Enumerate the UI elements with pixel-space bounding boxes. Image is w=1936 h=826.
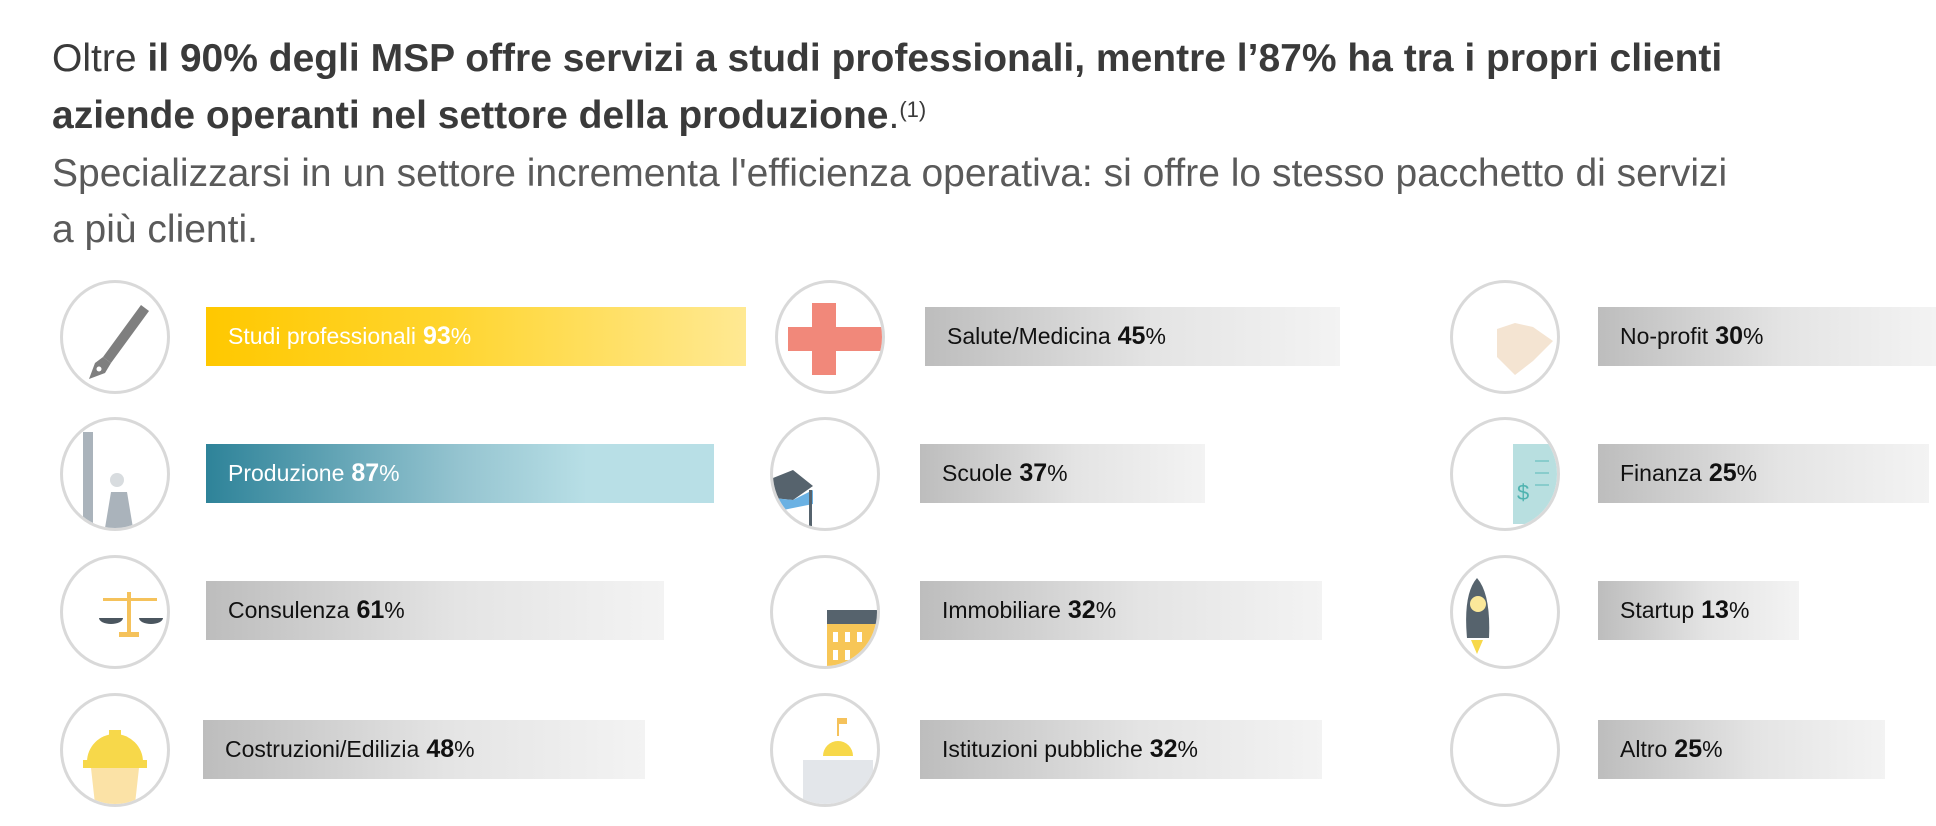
sector-value: 25	[1674, 735, 1703, 763]
svg-text:$: $	[1517, 480, 1529, 505]
empty-icon	[1450, 693, 1560, 807]
bar-startup: Startup 13%	[1598, 581, 1799, 640]
sector-label: No-profit	[1620, 323, 1709, 349]
sector-label: Scuole	[942, 460, 1013, 486]
sector-value: 30	[1715, 322, 1744, 350]
sector-value: 93	[422, 322, 451, 350]
sector-value: 32	[1067, 596, 1096, 624]
percent-sign: %	[1736, 460, 1758, 486]
bar-finanza: Finanza 25%	[1598, 444, 1929, 503]
bar-istituzioni-pubbliche: Istituzioni pubbliche 32%	[920, 720, 1322, 779]
sector-label: Costruzioni/Edilizia	[225, 736, 420, 762]
sector-value: 48	[426, 735, 455, 763]
handshake-icon	[1450, 280, 1560, 394]
sector-label: Studi professionali	[228, 323, 416, 349]
bar-scuole: Scuole 37%	[920, 444, 1205, 503]
bar-immobiliare: Immobiliare 32%	[920, 581, 1322, 640]
sector-value: 45	[1117, 322, 1146, 350]
bar-studi-professionali: Studi professionali 93%	[206, 307, 746, 366]
sector-label: Altro	[1620, 736, 1668, 762]
sector-label: Consulenza	[228, 597, 350, 623]
headline: Oltre il 90% degli MSP offre servizi a s…	[52, 30, 1752, 144]
capitol-icon	[770, 693, 880, 807]
bar-consulenza: Consulenza 61%	[206, 581, 664, 640]
bar-altro: Altro 25%	[1598, 720, 1885, 779]
percent-sign: %	[1728, 597, 1750, 623]
sector-value: 87	[351, 459, 380, 487]
rocket-icon	[1450, 555, 1560, 669]
sector-label: Finanza	[1620, 460, 1702, 486]
building-icon	[770, 555, 880, 669]
medical-cross-icon	[775, 280, 885, 394]
percent-sign: %	[454, 736, 475, 762]
percent-sign: %	[1047, 460, 1068, 486]
sector-value: 61	[356, 596, 385, 624]
percent-sign: %	[384, 597, 405, 623]
bar-costruzioni-edilizia: Costruzioni/Edilizia 48%	[203, 720, 645, 779]
pen-icon	[60, 280, 170, 394]
sector-value: 32	[1149, 735, 1178, 763]
subheadline: Specializzarsi in un settore incrementa …	[52, 152, 1728, 251]
percent-sign: %	[1743, 323, 1764, 349]
headline-prefix: Oltre	[52, 37, 148, 80]
sector-label: Istituzioni pubbliche	[942, 736, 1143, 762]
footnote-marker: (1)	[899, 97, 927, 122]
percent-sign: %	[450, 323, 472, 349]
graduation-cap-icon	[770, 417, 880, 531]
bar-produzione: Produzione 87%	[206, 444, 714, 503]
bar-salute-medicina: Salute/Medicina 45%	[925, 307, 1340, 366]
hard-hat-icon	[60, 693, 170, 807]
percent-sign: %	[1145, 323, 1166, 349]
sector-label: Startup	[1620, 597, 1695, 623]
sector-value: 37	[1019, 459, 1048, 487]
percent-sign: %	[1177, 736, 1198, 762]
headline-emphasis: il 90% degli MSP offre servizi a studi p…	[52, 37, 1723, 137]
sector-value: 25	[1708, 459, 1737, 487]
percent-sign: %	[1702, 736, 1723, 762]
bar-no-profit: No-profit 30%	[1598, 307, 1936, 366]
factory-icon	[60, 417, 170, 531]
percent-sign: %	[1095, 597, 1117, 623]
sector-label: Produzione	[228, 460, 345, 486]
percent-sign: %	[379, 460, 400, 486]
sector-label: Immobiliare	[942, 597, 1061, 623]
invoice-dollar-icon: $	[1450, 417, 1560, 531]
sector-label: Salute/Medicina	[947, 323, 1111, 349]
headline-suffix: .	[888, 94, 900, 137]
scales-icon	[60, 555, 170, 669]
sector-value: 13	[1701, 596, 1729, 624]
